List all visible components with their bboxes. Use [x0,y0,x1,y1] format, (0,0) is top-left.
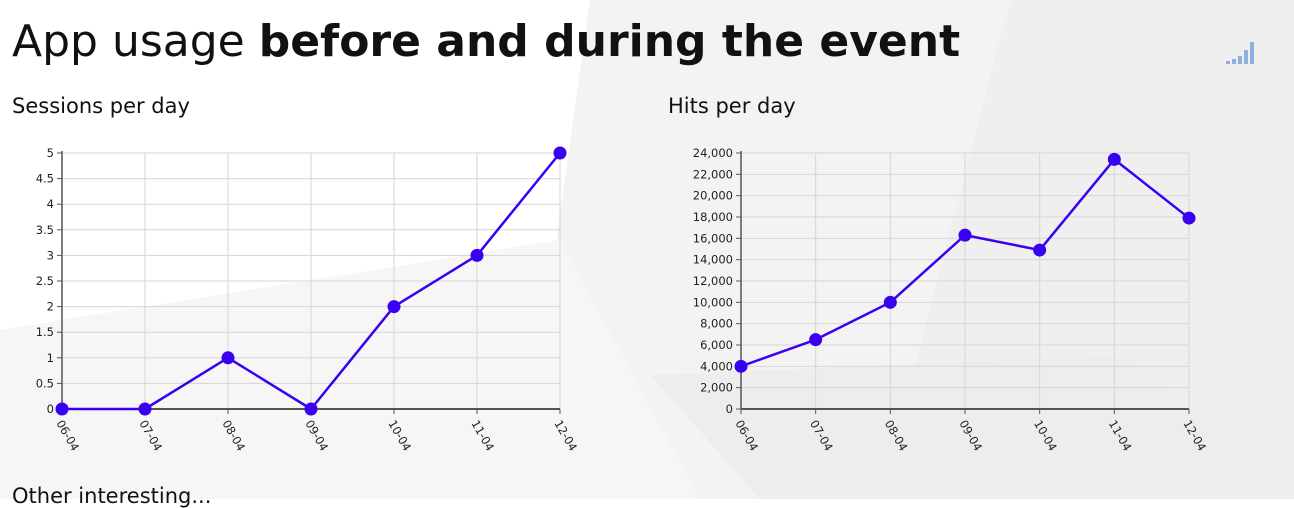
title-regular: App usage [12,16,259,67]
sessions-y-tick-label: 1 [47,351,54,365]
hits-y-tick-label: 16,000 [693,231,733,245]
hits-x-tick-label: 11-04 [1106,418,1135,454]
hits-data-point [809,333,823,347]
sessions-y-tick-label: 0.5 [36,376,54,390]
hits-x-tick-label: 10-04 [1031,418,1060,454]
hits-data-point [958,228,972,242]
hits-data-point [1182,211,1196,225]
signal-bars-icon [1226,42,1254,64]
sessions-y-tick-label: 5 [47,146,54,160]
sessions-data-point [553,146,567,160]
sessions-y-tick-label: 2.5 [36,274,54,288]
sessions-y-tick-label: 4 [47,197,54,211]
hits-data-point [1033,243,1047,257]
hits-y-tick-label: 22,000 [693,167,733,181]
title-bold: before and during the event [258,16,961,67]
next-section-heading: Other interesting... [12,484,212,508]
hits-y-tick-label: 10,000 [693,295,733,309]
sessions-chart-title: Sessions per day [12,94,190,118]
hits-y-tick-label: 18,000 [693,210,733,224]
hits-chart-title: Hits per day [668,94,796,118]
hits-x-tick-label: 06-04 [732,418,761,454]
hits-y-tick-label: 6,000 [700,338,733,352]
sessions-y-tick-label: 1.5 [36,325,54,339]
sessions-y-tick-label: 2 [47,300,54,314]
sessions-y-tick-label: 3 [47,248,54,262]
sessions-data-point [470,248,484,262]
page-title: App usage before and during the event [12,14,960,70]
hits-y-tick-label: 2,000 [700,381,733,395]
sessions-data-point [221,351,235,365]
hits-x-tick-label: 12-04 [1180,418,1209,454]
hits-y-tick-label: 14,000 [693,253,733,267]
hits-y-tick-label: 12,000 [693,274,733,288]
sessions-y-tick-label: 0 [47,402,54,416]
sessions-data-point [55,402,69,416]
sessions-y-tick-label: 3.5 [36,223,54,237]
hits-x-tick-label: 09-04 [956,418,985,454]
sessions-data-point [387,300,401,314]
hits-data-point [734,359,748,373]
hits-x-tick-label: 08-04 [882,418,911,454]
sessions-data-point [138,402,152,416]
sessions-y-tick-label: 4.5 [36,172,54,186]
hits-x-tick-label: 07-04 [807,418,836,454]
hits-data-point [1107,152,1121,166]
hits-y-tick-label: 24,000 [693,146,733,160]
hits-y-tick-label: 20,000 [693,189,733,203]
hits-data-point [883,295,897,309]
hits-y-tick-label: 0 [726,402,733,416]
hits-y-tick-label: 4,000 [700,359,733,373]
sessions-data-point [304,402,318,416]
hits-y-tick-label: 8,000 [700,317,733,331]
